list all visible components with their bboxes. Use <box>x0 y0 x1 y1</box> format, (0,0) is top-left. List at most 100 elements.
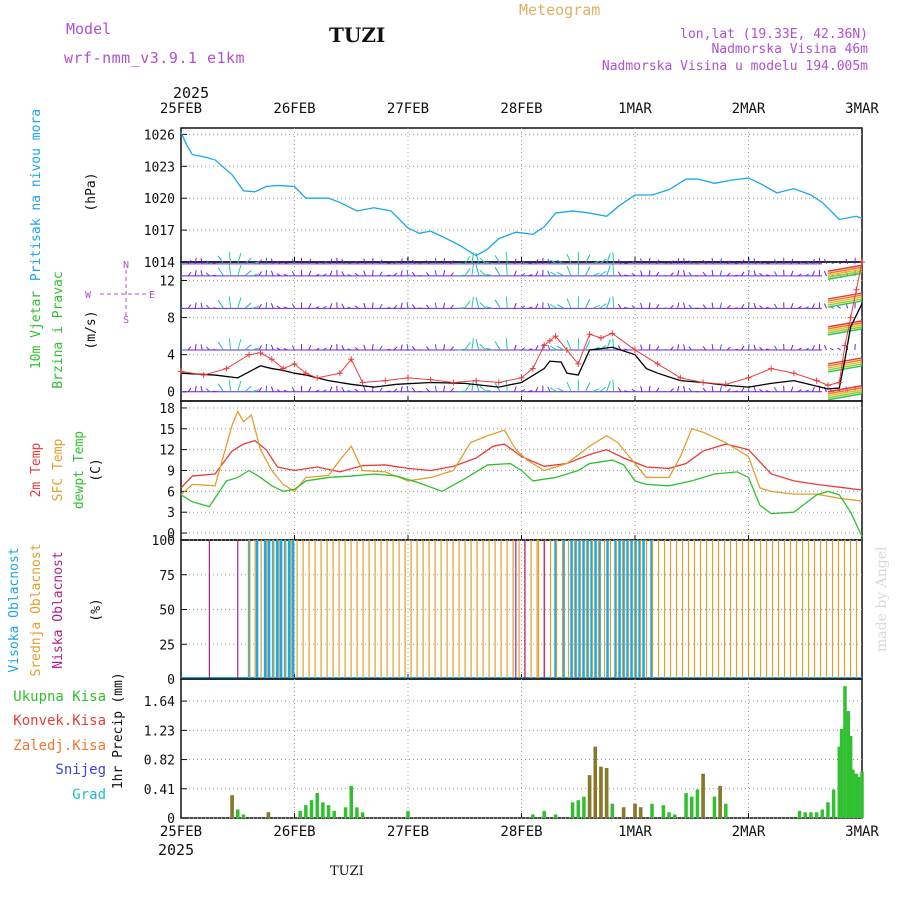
wind-arrow <box>720 303 721 309</box>
wind-arrow <box>514 303 516 308</box>
wind-arrow <box>330 271 332 276</box>
wind-arrow <box>213 308 217 309</box>
wind-arrow <box>678 270 679 276</box>
precip-bar-total <box>851 770 855 818</box>
wind-gust-marker <box>853 287 859 293</box>
wind-gust-marker <box>587 331 593 337</box>
compass-w: W <box>85 290 92 301</box>
wind-arrow <box>536 345 538 350</box>
precip-bar-total <box>542 811 546 818</box>
cloud-ylabel-low: Niska Oblacnost <box>51 551 66 668</box>
wind-arrow <box>791 303 793 308</box>
wind-arrow <box>703 388 706 392</box>
wind-arrow <box>741 346 744 350</box>
wind-arrow <box>443 303 444 309</box>
wind-arrow <box>435 344 436 350</box>
wind-arrow <box>824 304 826 309</box>
wind-arrow <box>259 304 261 308</box>
wind-arrow <box>213 275 217 276</box>
wind-arrow <box>364 259 366 264</box>
y-tick-label: 0.82 <box>144 754 175 769</box>
wind-arrow <box>465 342 471 350</box>
y-tick-label: 50 <box>159 604 175 619</box>
wind-arrow <box>342 346 344 351</box>
wind-arrow <box>443 344 444 350</box>
y-tick-label: 1020 <box>144 192 175 207</box>
wind-arrow <box>373 258 374 264</box>
wind-arrow <box>678 344 679 350</box>
wind-arrow <box>812 345 814 350</box>
wind-arrow <box>495 300 500 308</box>
wind-arrow <box>567 266 571 276</box>
wind-arrow <box>506 338 507 350</box>
precip-ylabel: 1hr Precip <box>111 711 126 789</box>
wind-arrow <box>734 349 738 350</box>
wind-arrow <box>774 346 776 350</box>
wind-arrow <box>480 344 486 350</box>
precip-legend-item: Snijeg <box>55 762 106 778</box>
wind-arrow <box>213 391 217 392</box>
temp-ylabel-sfc: SFC Temp <box>51 439 66 502</box>
precip-bar-total <box>724 804 728 818</box>
precip-bar-total <box>840 729 844 818</box>
footer-station: TUZI <box>330 864 364 879</box>
wind-ylabel-2: Brzina i Pravac <box>51 271 66 388</box>
wind-arrow <box>380 272 383 276</box>
wind-arrow <box>480 386 486 392</box>
wind-arrow <box>684 344 685 350</box>
precip-bar-conv <box>605 768 609 818</box>
watermark: made by Angel <box>874 546 890 652</box>
wind-arrow <box>292 304 294 309</box>
wind-arrow <box>458 263 465 264</box>
wind-arrow <box>712 386 713 392</box>
wind-arrow <box>201 344 202 350</box>
wind-arrow <box>649 386 650 392</box>
wind-arrow <box>451 388 454 391</box>
year-bottom: 2025 <box>158 841 194 859</box>
cloud-ylabel-mid: Srednja Oblacnost <box>29 543 44 676</box>
wind-arrow <box>435 303 436 309</box>
y-tick-label: 0.41 <box>144 783 175 798</box>
wind-arrow <box>741 388 744 392</box>
precip-bar-total <box>843 686 847 818</box>
wind-arrow <box>656 272 659 276</box>
date-label-top: 25FEB <box>160 101 202 117</box>
wind-arrow <box>465 384 471 392</box>
wind-arrow <box>774 387 776 391</box>
wind-gust-marker <box>598 335 604 341</box>
wind-arrow <box>443 270 444 276</box>
temp-ylabel-dewpt: dewpt Temp <box>72 431 87 509</box>
wind-arrow <box>548 345 550 350</box>
lonlat-text: lon,lat (19.33E, 42.36N) <box>680 27 868 42</box>
wind-arrow <box>585 267 590 276</box>
wind-arrow <box>380 304 383 308</box>
y-tick-label: 3 <box>167 506 175 521</box>
wind-arrow <box>412 346 415 350</box>
precip-bar-total <box>684 793 688 818</box>
wind-arrow <box>407 344 408 350</box>
wind-arrow <box>229 380 230 392</box>
pressure-unit: (hPa) <box>84 172 99 211</box>
wind-arrow <box>641 258 643 263</box>
wind-arrow <box>195 258 196 264</box>
meteogram-title: Meteogram <box>519 1 600 19</box>
wind-arrow <box>476 297 479 308</box>
y-tick-label: 8 <box>167 312 175 327</box>
precip-bar-total <box>361 812 365 818</box>
wind-arrow <box>245 303 251 308</box>
wind-arrow <box>292 271 294 276</box>
wind-arrow <box>330 387 332 392</box>
wind-arrow <box>703 272 706 276</box>
wind-arrow <box>238 339 241 350</box>
wind-arrow <box>824 345 826 350</box>
precip-legend-item: Zaledj.Kisa <box>13 738 106 754</box>
wind-arrow <box>476 339 479 350</box>
precip-bar-total <box>531 814 535 818</box>
wind-arrow <box>812 271 814 276</box>
wind-arrow <box>649 258 650 264</box>
wind-gust-marker <box>723 381 729 387</box>
precip-bar-total <box>826 802 830 818</box>
date-label-bottom: 1MAR <box>618 824 652 840</box>
wind-arrow <box>465 268 471 276</box>
wind-arrow <box>458 308 465 309</box>
